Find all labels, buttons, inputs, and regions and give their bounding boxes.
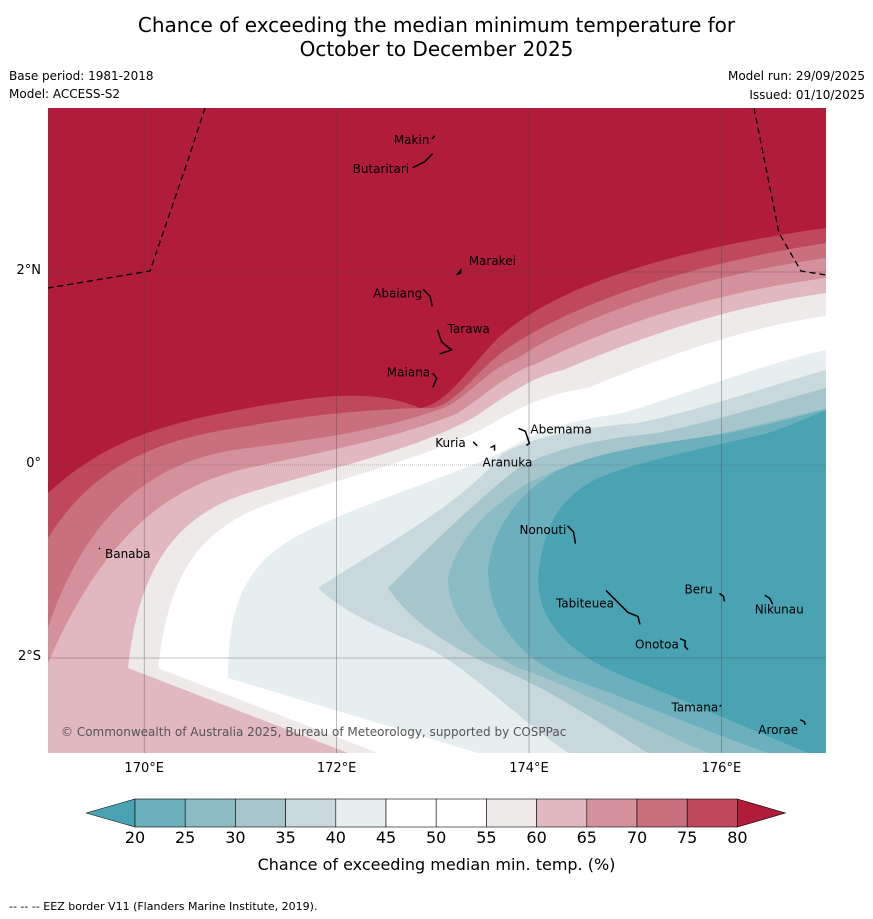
island-label: Butaritari: [353, 162, 410, 176]
eez-line-east: [753, 108, 826, 276]
colorbar-tick-label: 45: [375, 828, 397, 847]
issued-date: Issued: 01/10/2025: [749, 88, 865, 102]
x-tick-label: 170°E: [124, 761, 164, 776]
island-coastline: [490, 444, 496, 451]
colorbar-tick-label: 35: [275, 828, 296, 847]
island-label: Nonouti: [519, 523, 566, 537]
colorbar-segment: [586, 798, 638, 828]
island-label: Beru: [684, 582, 712, 596]
island-coastline: [472, 441, 478, 447]
island-label: Abemama: [530, 422, 591, 436]
colorbar-segment: [636, 798, 688, 828]
colorbar-segment: [184, 798, 236, 828]
island-coastline: [605, 589, 641, 625]
colorbar-segment: [536, 798, 588, 828]
island-label: Banaba: [105, 547, 151, 561]
probability-map: Makin Butaritari Marakei Abaiang Tarawa Maian…: [48, 108, 826, 753]
colorbar-over-arrow: [737, 798, 787, 828]
colorbar-tick-label: 60: [526, 828, 547, 847]
colorbar-tick-label: 70: [626, 828, 648, 847]
colorbar-tick-label: 50: [426, 828, 447, 847]
y-tick-label: 2°S: [17, 649, 41, 664]
island-label: Onotoa: [635, 638, 679, 652]
model-run: Model run: 29/09/2025: [727, 69, 865, 83]
island-label: Abaiang: [373, 286, 422, 300]
colorbar: [86, 798, 787, 828]
x-tick-label: 172°E: [316, 761, 357, 776]
colorbar-segment: [235, 798, 286, 828]
colorbar-segment: [285, 798, 337, 828]
map-title-line1: Chance of exceeding the median minimum t…: [137, 13, 736, 37]
map-grid: [48, 108, 826, 753]
eez-footnote: -- -- -- EEZ border V11 (Flanders Marine…: [9, 900, 318, 913]
y-tick-label: 0°: [26, 456, 41, 471]
island-coastline: [431, 135, 436, 140]
colorbar-tick-label: 20: [124, 828, 146, 847]
island-label: Tamana: [670, 700, 718, 714]
island-coastline: [719, 592, 726, 602]
colorbar-segment: [385, 798, 437, 828]
probability-band: [538, 410, 826, 753]
colorbar-segment: [335, 798, 387, 828]
copyright-notice: © Commonwealth of Australia 2025, Bureau…: [61, 725, 566, 739]
colorbar-tick-label: 80: [727, 828, 748, 847]
colorbar-under-arrow: [86, 798, 136, 828]
x-tick-label: 174°E: [509, 761, 549, 776]
colorbar-segments: [86, 798, 787, 828]
island-coastline: [455, 267, 462, 276]
colorbar-tick-label: 30: [225, 828, 246, 847]
colorbar-segment: [486, 798, 537, 828]
map-title-line2: October to December 2025: [299, 37, 574, 61]
island-coastline: [412, 153, 434, 169]
island-label: Arorae: [758, 723, 798, 737]
island-label: Aranuka: [483, 456, 533, 470]
island-label: Marakei: [469, 254, 516, 268]
island-coastline: [98, 547, 101, 550]
island-coastline: [518, 427, 531, 446]
colorbar-tick-label: 25: [175, 828, 196, 847]
colorbar-segment: [134, 798, 186, 828]
island-coastline: [432, 372, 438, 388]
island-label: Makin: [394, 133, 430, 147]
island-coastline: [719, 704, 722, 707]
colorbar-tick-label: 65: [576, 828, 597, 847]
x-tick-label: 176°E: [701, 761, 742, 776]
island-labels: Makin Butaritari Marakei Abaiang Tarawa Maian…: [105, 133, 804, 737]
island-coastlines: [98, 135, 806, 725]
island-coastline: [764, 594, 774, 605]
colorbar-segment: [435, 798, 487, 828]
island-coastline: [799, 719, 806, 725]
colorbar-tick-label: 75: [677, 828, 698, 847]
island-coastline: [679, 638, 689, 651]
y-tick-label: 2°N: [16, 263, 42, 278]
island-coastline: [422, 288, 433, 307]
colorbar-segment: [686, 798, 738, 828]
probability-bands: [48, 228, 826, 753]
island-label: Maiana: [387, 365, 430, 379]
eez-line-west: [48, 108, 206, 289]
island-coastline: [436, 329, 454, 355]
island-label: Kuria: [435, 436, 466, 450]
model-name: Model: ACCESS-S2: [9, 87, 121, 101]
island-label: Nikunau: [755, 602, 804, 616]
island-coastline: [566, 525, 577, 544]
island-label: Tarawa: [447, 322, 490, 336]
island-label: Tabiteuea: [555, 596, 614, 610]
colorbar-tick-label: 40: [325, 828, 346, 847]
colorbar-label: Chance of exceeding median min. temp. (%…: [257, 855, 616, 874]
colorbar-tick-label: 55: [476, 828, 497, 847]
eez-border: [48, 108, 826, 289]
base-period: Base period: 1981-2018: [9, 69, 154, 83]
